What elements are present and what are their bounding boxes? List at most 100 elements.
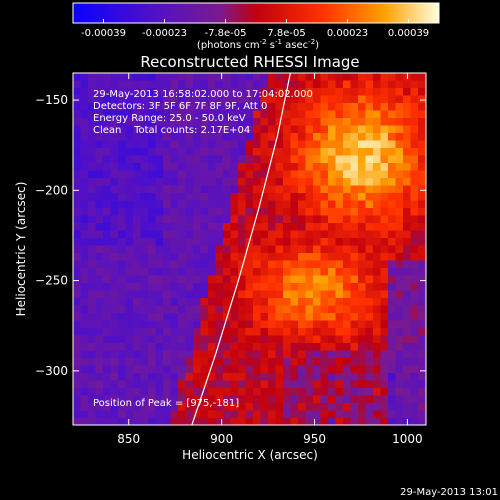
heatmap-cell xyxy=(395,133,404,141)
heatmap-cell xyxy=(283,350,291,359)
heatmap-cell xyxy=(155,208,164,216)
heatmap-cell xyxy=(95,305,104,314)
heatmap-cell xyxy=(358,283,366,291)
heatmap-cell xyxy=(350,110,359,119)
heatmap-cell xyxy=(200,418,209,425)
heatmap-cell xyxy=(388,245,396,254)
heatmap-cell xyxy=(223,418,231,425)
heatmap-cell xyxy=(290,350,299,359)
heatmap-cell xyxy=(425,73,426,81)
heatmap-cell xyxy=(178,365,186,374)
heatmap-cell xyxy=(380,88,389,96)
heatmap-cell xyxy=(125,290,134,299)
heatmap-cell xyxy=(350,170,359,179)
heatmap-cell xyxy=(215,125,224,134)
heatmap-cell xyxy=(155,238,164,246)
heatmap-cell xyxy=(118,335,126,344)
heatmap-cell xyxy=(403,230,411,239)
heatmap-cell xyxy=(148,365,156,374)
heatmap-cell xyxy=(305,283,314,291)
heatmap-cell xyxy=(305,80,314,89)
heatmap-cell xyxy=(238,185,246,194)
heatmap-cell xyxy=(245,298,254,306)
heatmap-cell xyxy=(155,110,164,119)
heatmap-cell xyxy=(358,163,366,171)
heatmap-cell xyxy=(185,298,194,306)
heatmap-cell xyxy=(380,140,389,149)
heatmap-cell xyxy=(260,215,269,224)
heatmap-cell xyxy=(110,110,119,119)
heatmap-cell xyxy=(380,275,389,284)
heatmap-cell xyxy=(365,305,374,314)
heatmap-cell xyxy=(103,118,111,126)
heatmap-cell xyxy=(73,125,81,134)
heatmap-cell xyxy=(350,185,359,194)
heatmap-cell xyxy=(410,238,419,246)
heatmap-cell xyxy=(223,298,231,306)
heatmap-cell xyxy=(358,155,366,164)
heatmap-cell xyxy=(178,73,186,81)
heatmap-cell xyxy=(365,95,374,104)
heatmap-cell xyxy=(238,88,246,96)
heatmap-cell xyxy=(155,140,164,149)
heatmap-cell xyxy=(350,335,359,344)
heatmap-cell xyxy=(350,133,359,141)
heatmap-cell xyxy=(290,260,299,269)
heatmap-cell xyxy=(350,268,359,276)
heatmap-cell xyxy=(193,403,201,411)
heatmap-cell xyxy=(343,215,351,224)
heatmap-cell xyxy=(403,403,411,411)
heatmap-cell xyxy=(418,403,426,411)
heatmap-cell xyxy=(358,223,366,231)
heatmap-cell xyxy=(350,290,359,299)
heatmap-cell xyxy=(425,193,426,201)
heatmap-cell xyxy=(410,253,419,261)
heatmap-cell xyxy=(253,73,261,81)
heatmap-cell xyxy=(148,73,156,81)
heatmap-cell xyxy=(223,170,231,179)
heatmap-cell xyxy=(133,125,141,134)
heatmap-cell xyxy=(313,260,321,269)
heatmap-cell xyxy=(395,410,404,419)
heatmap-cell xyxy=(178,223,186,231)
heatmap-cell xyxy=(125,208,134,216)
heatmap-cell xyxy=(170,193,179,201)
heatmap-cell xyxy=(73,260,81,269)
heatmap-cell xyxy=(133,185,141,194)
heatmap-cell xyxy=(238,410,246,419)
heatmap-cell xyxy=(313,215,321,224)
heatmap-cell xyxy=(305,290,314,299)
heatmap-cell xyxy=(425,118,426,126)
heatmap-cell xyxy=(118,290,126,299)
heatmap-cell xyxy=(358,238,366,246)
heatmap-cell xyxy=(275,230,284,239)
heatmap-cell xyxy=(178,350,186,359)
heatmap-cell xyxy=(245,403,254,411)
heatmap-cell xyxy=(260,343,269,351)
heatmap-cell xyxy=(140,73,149,81)
heatmap-cell xyxy=(155,178,164,186)
heatmap-cell xyxy=(260,260,269,269)
heatmap-cell xyxy=(148,373,156,381)
heatmap-cell xyxy=(328,268,336,276)
heatmap-cell xyxy=(238,245,246,254)
heatmap-cell xyxy=(163,178,171,186)
heatmap-cell xyxy=(260,245,269,254)
heatmap-cell xyxy=(253,335,261,344)
heatmap-cell xyxy=(95,95,104,104)
heatmap-cell xyxy=(403,140,411,149)
heatmap-cell xyxy=(185,95,194,104)
heatmap-cell xyxy=(238,80,246,89)
heatmap-cell xyxy=(418,118,426,126)
heatmap-cell xyxy=(163,403,171,411)
heatmap-cell xyxy=(388,403,396,411)
heatmap-cell xyxy=(350,223,359,231)
heatmap-cell xyxy=(208,275,216,284)
heatmap-cell xyxy=(245,185,254,194)
heatmap-cell xyxy=(223,208,231,216)
heatmap-cell xyxy=(95,410,104,419)
heatmap-cell xyxy=(313,133,321,141)
heatmap-cell xyxy=(178,163,186,171)
heatmap-cell xyxy=(320,223,329,231)
heatmap-cell xyxy=(148,283,156,291)
